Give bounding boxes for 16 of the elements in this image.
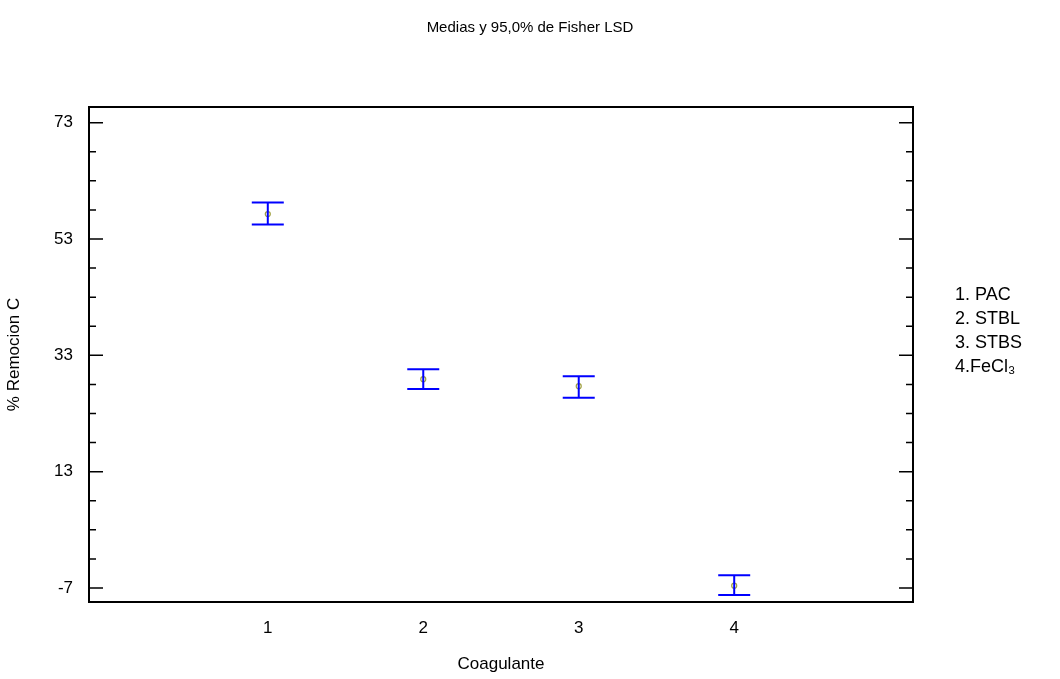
x-tick-label: 4 xyxy=(729,617,739,637)
text: 3. STBS xyxy=(955,331,1023,352)
x-axis-title: Coagulante xyxy=(457,654,545,674)
y-tick-label: -7 xyxy=(57,577,73,597)
x-tick-label: 2 xyxy=(418,617,428,637)
x-tick-label: 3 xyxy=(574,617,584,637)
chart-title: Medias y 95,0% de Fisher LSD xyxy=(426,18,634,36)
y-tick-label: 73 xyxy=(54,112,73,132)
y-axis-title: % Remocion C xyxy=(3,297,23,412)
text: 2. STBL xyxy=(955,307,1021,328)
y-tick-label: 13 xyxy=(54,461,73,481)
y-tick-label: 33 xyxy=(54,345,73,365)
text: 4.FeCl₃ xyxy=(955,355,1016,376)
y-tick-label: 53 xyxy=(54,228,73,248)
x-tick-label: 1 xyxy=(263,617,273,637)
text: 1. PAC xyxy=(955,283,1011,304)
